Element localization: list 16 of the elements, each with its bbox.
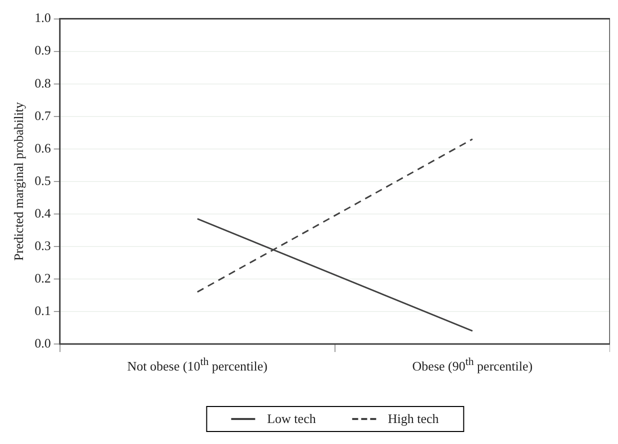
y-tick-label: 0.1 <box>34 302 51 318</box>
y-tick-label: 0.5 <box>34 172 51 188</box>
x-tick-label: Obese (90$^{th}$ percentile) <box>412 356 533 374</box>
y-tick-label: 0.0 <box>34 335 51 350</box>
legend-label: High tech <box>388 411 439 427</box>
y-axis-title: Predicted marginal probability <box>11 102 26 261</box>
legend-label: Low tech <box>267 411 316 427</box>
y-tick-label: 0.8 <box>34 75 51 90</box>
y-tick-label: 0.6 <box>34 140 52 156</box>
y-tick-label: 0.2 <box>34 270 51 286</box>
y-tick-label: 0.7 <box>34 108 52 123</box>
y-tick-label: 1.0 <box>34 10 51 26</box>
x-tick-label: Not obese (10$^{th}$ percentile) <box>127 356 268 374</box>
y-tick-label: 0.3 <box>34 238 51 253</box>
y-tick-label: 0.4 <box>34 205 52 220</box>
y-tick-label: 0.9 <box>34 42 51 58</box>
